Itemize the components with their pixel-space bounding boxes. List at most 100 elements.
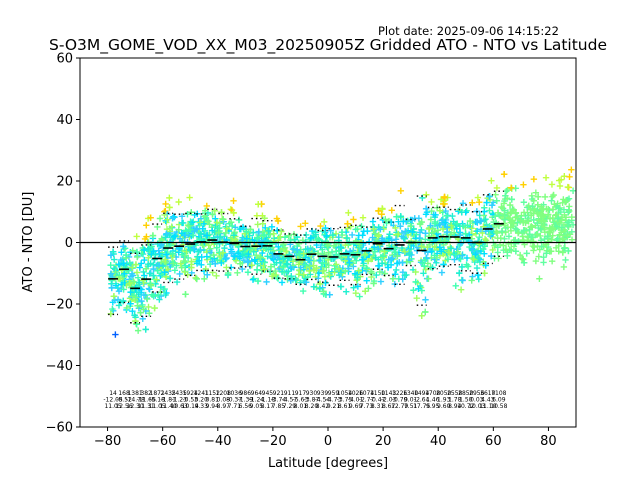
bin-stat-label: 2956 (469, 390, 484, 397)
scatter-point (317, 222, 324, 230)
scatter-point (133, 320, 140, 328)
scatter-point (300, 250, 307, 257)
scatter-point (302, 261, 309, 269)
scatter-point (459, 222, 467, 230)
scatter-point (361, 287, 369, 295)
scatter-point (532, 189, 540, 196)
scatter-point (564, 232, 571, 240)
scatter-point (482, 215, 489, 223)
scatter-point (382, 216, 389, 223)
scatter-point (278, 228, 285, 235)
scatter-point (255, 201, 262, 208)
bin-stat-label: 1.93 (437, 397, 451, 404)
scatter-point (458, 263, 466, 271)
bin-stat-label: 1.78 (448, 397, 462, 404)
scatter-point (147, 214, 154, 221)
scatter-point (109, 305, 116, 313)
scatter-point (394, 252, 401, 260)
scatter-point (401, 272, 409, 279)
scatter-point (350, 263, 357, 270)
bin-stat-label: 12.30 (127, 403, 144, 410)
scatter-points (107, 166, 576, 338)
scatter-point (566, 173, 573, 180)
scatter-point (147, 282, 155, 289)
scatter-point (483, 199, 490, 206)
scatter-point (162, 251, 170, 258)
bin-stat-label: -0.47 (370, 397, 386, 404)
scatter-point (287, 277, 295, 284)
scatter-point (486, 193, 493, 200)
bin-stat-label: 11.05 (149, 403, 166, 410)
scatter-point (506, 201, 514, 209)
scatter-point (418, 243, 425, 250)
scatter-point (175, 245, 182, 253)
scatter-point (132, 261, 140, 268)
scatter-point (356, 293, 363, 300)
scatter-point (138, 286, 145, 293)
scatter-point (345, 265, 352, 272)
scatter-point (479, 229, 486, 237)
scatter-point (355, 267, 362, 274)
scatter-point (548, 181, 556, 188)
scatter-point (500, 170, 508, 178)
scatter-point (265, 227, 272, 235)
scatter-point (551, 201, 558, 208)
scatter-point (129, 247, 136, 254)
bin-stat-label: -8.52 (116, 397, 132, 404)
bin-stat-label: 8.97 (217, 403, 231, 410)
scatter-point (391, 248, 398, 256)
scatter-point (219, 249, 227, 256)
bin-stat-label: 8.01 (294, 403, 308, 410)
scatter-point (155, 262, 163, 269)
y-tick-label: 60 (56, 52, 73, 67)
scatter-point (502, 192, 509, 200)
scatter-point (537, 225, 545, 233)
scatter-point (438, 217, 446, 224)
scatter-point (459, 277, 466, 284)
scatter-point (557, 216, 565, 223)
scatter-point (243, 228, 250, 235)
scatter-point (560, 206, 568, 213)
scatter-point (501, 235, 508, 243)
bin-stat-label: 17.75 (413, 403, 430, 410)
bin-stat-label: 1381 (127, 390, 142, 397)
scatter-point (337, 283, 345, 290)
scatter-point (319, 259, 326, 267)
scatter-point (166, 275, 174, 282)
scatter-point (399, 268, 407, 276)
bin-stat-label: 964 (251, 390, 263, 397)
scatter-point (129, 264, 136, 271)
scatter-point (479, 245, 487, 253)
bin-stat-label: 1241 (194, 390, 209, 397)
bin-stat-label: 1.46 (426, 397, 440, 404)
scatter-point (409, 228, 416, 236)
bin-stat-label: 1150 (370, 390, 385, 397)
bin-stat-label: 1708 (425, 390, 440, 397)
scatter-point (428, 207, 435, 215)
scatter-point (302, 231, 310, 239)
bin-stat-label: -4.01 (348, 397, 364, 404)
scatter-point (180, 219, 187, 227)
scatter-point (232, 257, 240, 264)
scatter-point (170, 233, 178, 240)
scatter-point (352, 289, 360, 297)
scatter-point (192, 239, 199, 247)
bin-stat-label: 7.73 (360, 403, 374, 410)
scatter-point (141, 272, 148, 279)
scatter-point (346, 248, 354, 255)
scatter-point (127, 300, 134, 307)
bin-stat-label: 0.08 (217, 397, 231, 404)
scatter-point (469, 246, 476, 253)
scatter-point (503, 187, 510, 195)
bin-stat-label: 8.94 (448, 403, 462, 410)
scatter-point (227, 206, 235, 213)
scatter-point (507, 210, 514, 217)
scatter-point (455, 208, 462, 215)
scatter-point (520, 181, 527, 188)
scatter-point (123, 304, 130, 312)
scatter-point (197, 230, 205, 237)
scatter-point (337, 243, 344, 251)
scatter-point (210, 251, 217, 259)
scatter-point (361, 252, 368, 259)
scatter-point (535, 217, 542, 224)
